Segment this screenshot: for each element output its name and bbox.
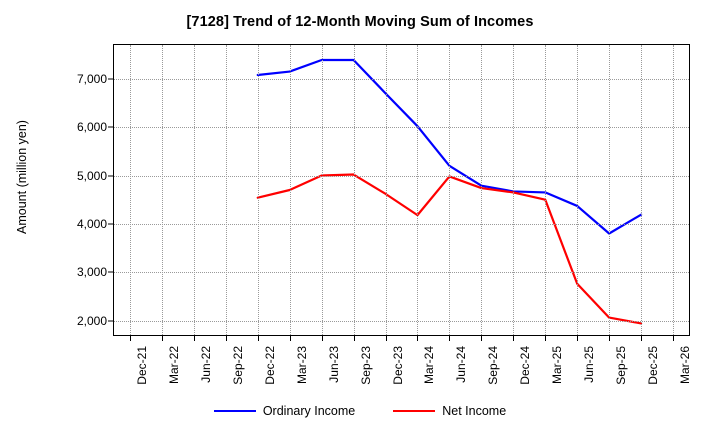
x-tick-label: Jun-22 (198, 346, 213, 383)
y-tick-label: 3,000 (76, 265, 107, 280)
y-tick-mark (108, 78, 113, 80)
y-tick-label: 7,000 (76, 71, 107, 86)
y-tick-label: 5,000 (76, 168, 107, 183)
gridline-vertical (161, 45, 163, 335)
x-tick-mark (321, 336, 323, 341)
gridline-vertical (545, 45, 547, 335)
gridline-vertical (417, 45, 419, 335)
legend-item[interactable]: Ordinary Income (213, 404, 356, 418)
gridline-vertical (129, 45, 131, 335)
x-tick-mark (577, 336, 579, 341)
x-tick-label: Mar-25 (550, 346, 565, 385)
y-axis-tick-labels: 2,000 3,000 4,000 5,000 6,000 7,000 (63, 44, 107, 336)
x-tick-mark (481, 336, 483, 341)
y-tick-mark (108, 223, 113, 225)
y-axis-label: Amount (million yen) (15, 120, 29, 234)
gridline-vertical (353, 45, 355, 335)
plot-area (113, 44, 690, 336)
gridline-vertical (513, 45, 515, 335)
gridline-horizontal (114, 320, 689, 322)
x-tick-label: Mar-23 (294, 346, 309, 385)
x-tick-label: Dec-25 (646, 346, 661, 385)
gridline-vertical (481, 45, 483, 335)
legend-label: Ordinary Income (262, 404, 356, 418)
x-tick-label: Mar-22 (166, 346, 181, 385)
x-tick-mark (545, 336, 547, 341)
x-tick-label: Sep-23 (358, 346, 373, 385)
x-tick-mark (129, 336, 131, 341)
x-tick-mark (673, 336, 675, 341)
gridline-horizontal (114, 78, 689, 80)
legend-swatch (393, 410, 436, 412)
legend-swatch (213, 410, 256, 412)
x-tick-mark (641, 336, 643, 341)
x-tick-mark (161, 336, 163, 341)
x-tick-mark (449, 336, 451, 341)
x-tick-label: Dec-22 (262, 346, 277, 385)
gridline-vertical (225, 45, 227, 335)
gridline-vertical (673, 45, 675, 335)
x-tick-mark (193, 336, 195, 341)
x-tick-label: Dec-24 (518, 346, 533, 385)
gridline-vertical (641, 45, 643, 335)
gridline-horizontal (114, 127, 689, 129)
gridline-vertical (193, 45, 195, 335)
gridline-horizontal (114, 223, 689, 225)
x-tick-label: Jun-23 (326, 346, 341, 383)
x-tick-label: Mar-24 (422, 346, 437, 385)
x-tick-label: Sep-24 (486, 346, 501, 385)
x-tick-mark (353, 336, 355, 341)
y-tick-label: 2,000 (76, 313, 107, 328)
x-tick-label: Dec-23 (390, 346, 405, 385)
y-tick-mark (108, 271, 113, 273)
x-tick-mark (289, 336, 291, 341)
x-tick-label: Mar-26 (678, 346, 693, 385)
x-tick-label: Dec-21 (134, 346, 149, 385)
chart-title: [7128] Trend of 12-Month Moving Sum of I… (186, 14, 534, 30)
x-tick-label: Jun-24 (454, 346, 469, 383)
x-tick-mark (417, 336, 419, 341)
chart-legend: Ordinary Income Net Income (0, 404, 720, 418)
x-tick-label: Sep-22 (230, 346, 245, 385)
x-tick-label: Jun-25 (582, 346, 597, 383)
x-tick-mark (513, 336, 515, 341)
gridline-vertical (289, 45, 291, 335)
gridline-vertical (321, 45, 323, 335)
gridline-vertical (609, 45, 611, 335)
gridline-vertical (449, 45, 451, 335)
gridline-vertical (577, 45, 579, 335)
y-tick-mark (108, 126, 113, 128)
y-tick-mark (108, 320, 113, 321)
gridline-horizontal (114, 175, 689, 177)
x-tick-label: Sep-25 (614, 346, 629, 385)
x-tick-mark (385, 336, 387, 341)
y-axis-tick-marks (108, 44, 114, 336)
gridline-horizontal (114, 272, 689, 274)
legend-label: Net Income (442, 404, 507, 418)
series-lines (256, 58, 643, 325)
x-tick-mark (225, 336, 227, 341)
x-tick-mark (609, 336, 611, 341)
x-tick-mark (257, 336, 259, 341)
gridline-vertical (257, 45, 259, 335)
y-tick-mark (108, 175, 113, 176)
y-tick-label: 4,000 (76, 216, 107, 231)
gridline-vertical (385, 45, 387, 335)
x-axis-tick-marks (113, 336, 690, 342)
y-tick-label: 6,000 (76, 120, 107, 135)
legend-item[interactable]: Net Income (393, 404, 506, 418)
